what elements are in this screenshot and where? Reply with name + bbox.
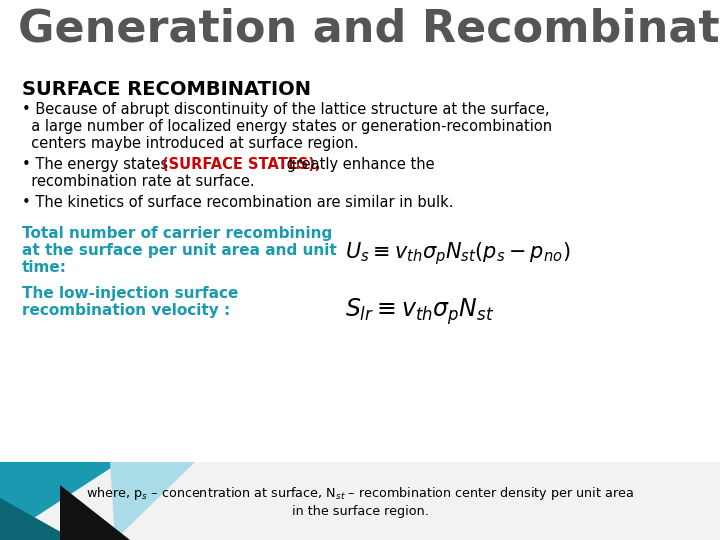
Text: (SURFACE STATES),: (SURFACE STATES), — [162, 157, 320, 172]
Text: in the surface region.: in the surface region. — [292, 505, 428, 518]
Text: $S_{lr} \equiv v_{th}\sigma_p N_{st}$: $S_{lr} \equiv v_{th}\sigma_p N_{st}$ — [345, 296, 494, 327]
Text: SURFACE RECOMBINATION: SURFACE RECOMBINATION — [22, 80, 311, 99]
Text: centers maybe introduced at surface region.: centers maybe introduced at surface regi… — [22, 136, 359, 151]
Polygon shape — [60, 485, 130, 540]
Text: time:: time: — [22, 260, 67, 275]
Text: • Because of abrupt discontinuity of the lattice structure at the surface,: • Because of abrupt discontinuity of the… — [22, 102, 549, 117]
Text: The low-injection surface: The low-injection surface — [22, 286, 238, 301]
Text: recombination velocity :: recombination velocity : — [22, 303, 230, 318]
Text: • The kinetics of surface recombination are similar in bulk.: • The kinetics of surface recombination … — [22, 195, 454, 210]
Text: greatly enhance the: greatly enhance the — [282, 157, 435, 172]
Bar — [0, 462, 720, 540]
Text: at the surface per unit area and unit: at the surface per unit area and unit — [22, 243, 337, 258]
Polygon shape — [0, 498, 75, 540]
Text: where, p$_s$ – concentration at surface, N$_{st}$ – recombination center density: where, p$_s$ – concentration at surface,… — [86, 484, 634, 502]
Polygon shape — [0, 462, 120, 540]
Text: Generation and Recombination: Generation and Recombination — [18, 8, 720, 51]
Text: • The energy states: • The energy states — [22, 157, 173, 172]
Text: $U_s \equiv v_{th}\sigma_p N_{st}(p_s - p_{no})$: $U_s \equiv v_{th}\sigma_p N_{st}(p_s - … — [345, 240, 570, 267]
Text: recombination rate at surface.: recombination rate at surface. — [22, 174, 255, 189]
Text: a large number of localized energy states or generation-recombination: a large number of localized energy state… — [22, 119, 552, 134]
Polygon shape — [110, 462, 195, 540]
Text: Total number of carrier recombining: Total number of carrier recombining — [22, 226, 332, 241]
